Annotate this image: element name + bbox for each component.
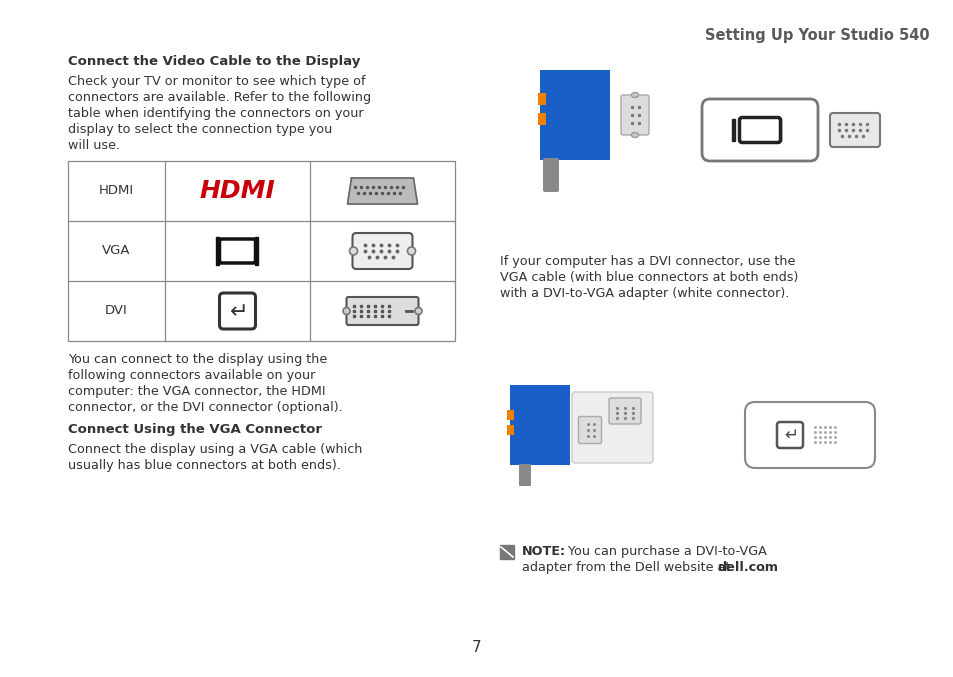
Text: HDMI: HDMI xyxy=(99,185,134,198)
Bar xyxy=(537,93,545,105)
Ellipse shape xyxy=(343,307,350,315)
FancyBboxPatch shape xyxy=(744,402,874,468)
Bar xyxy=(68,161,455,341)
FancyBboxPatch shape xyxy=(542,158,558,192)
Bar xyxy=(506,410,514,420)
Text: Connect the display using a VGA cable (which: Connect the display using a VGA cable (w… xyxy=(68,443,362,456)
Text: HDMI: HDMI xyxy=(199,179,275,203)
Text: usually has blue connectors at both ends).: usually has blue connectors at both ends… xyxy=(68,459,340,472)
Text: adapter from the Dell website at: adapter from the Dell website at xyxy=(521,561,734,574)
Bar xyxy=(255,237,258,265)
Ellipse shape xyxy=(631,133,638,137)
Bar xyxy=(731,119,734,141)
FancyBboxPatch shape xyxy=(219,239,255,263)
Text: ↵: ↵ xyxy=(783,426,797,444)
Text: You can connect to the display using the: You can connect to the display using the xyxy=(68,353,327,366)
FancyBboxPatch shape xyxy=(701,99,817,161)
Text: VGA: VGA xyxy=(102,244,131,257)
Ellipse shape xyxy=(349,247,357,255)
Text: .: . xyxy=(761,561,765,574)
FancyBboxPatch shape xyxy=(352,233,412,269)
FancyBboxPatch shape xyxy=(829,113,879,147)
Text: connectors are available. Refer to the following: connectors are available. Refer to the f… xyxy=(68,91,371,104)
Text: If your computer has a DVI connector, use the: If your computer has a DVI connector, us… xyxy=(499,255,795,268)
Bar xyxy=(778,119,781,141)
Text: Check your TV or monitor to see which type of: Check your TV or monitor to see which ty… xyxy=(68,75,365,88)
FancyBboxPatch shape xyxy=(539,70,609,160)
Text: following connectors available on your: following connectors available on your xyxy=(68,369,315,382)
FancyBboxPatch shape xyxy=(620,95,648,135)
Text: table when identifying the connectors on your: table when identifying the connectors on… xyxy=(68,107,363,120)
FancyBboxPatch shape xyxy=(219,293,255,329)
Text: You can purchase a DVI-to-VGA: You can purchase a DVI-to-VGA xyxy=(563,545,766,558)
Text: Setting Up Your Studio 540: Setting Up Your Studio 540 xyxy=(704,28,929,43)
FancyBboxPatch shape xyxy=(346,297,418,325)
Text: ↵: ↵ xyxy=(230,302,249,322)
Text: with a DVI-to-VGA adapter (white connector).: with a DVI-to-VGA adapter (white connect… xyxy=(499,287,788,300)
FancyBboxPatch shape xyxy=(608,398,640,424)
Text: computer: the VGA connector, the HDMI: computer: the VGA connector, the HDMI xyxy=(68,385,325,398)
Text: will use.: will use. xyxy=(68,139,120,152)
Text: 7: 7 xyxy=(472,640,481,655)
Text: Connect the Video Cable to the Display: Connect the Video Cable to the Display xyxy=(68,55,360,68)
Text: display to select the connection type you: display to select the connection type yo… xyxy=(68,123,332,136)
Bar xyxy=(506,425,514,435)
FancyBboxPatch shape xyxy=(510,385,569,465)
FancyBboxPatch shape xyxy=(572,392,652,463)
FancyBboxPatch shape xyxy=(739,118,780,142)
Text: connector, or the DVI connector (optional).: connector, or the DVI connector (optiona… xyxy=(68,401,342,414)
Polygon shape xyxy=(347,178,417,204)
Ellipse shape xyxy=(631,93,638,97)
Ellipse shape xyxy=(415,307,421,315)
Text: dell.com: dell.com xyxy=(717,561,778,574)
Text: DVI: DVI xyxy=(105,305,128,318)
Text: Connect Using the VGA Connector: Connect Using the VGA Connector xyxy=(68,423,322,436)
Text: NOTE:: NOTE: xyxy=(521,545,565,558)
FancyBboxPatch shape xyxy=(578,416,601,443)
Bar xyxy=(537,113,545,125)
Text: VGA cable (with blue connectors at both ends): VGA cable (with blue connectors at both … xyxy=(499,271,798,284)
Bar xyxy=(216,237,219,265)
Ellipse shape xyxy=(407,247,416,255)
Bar xyxy=(499,545,514,559)
FancyBboxPatch shape xyxy=(776,422,802,448)
FancyBboxPatch shape xyxy=(518,464,531,486)
